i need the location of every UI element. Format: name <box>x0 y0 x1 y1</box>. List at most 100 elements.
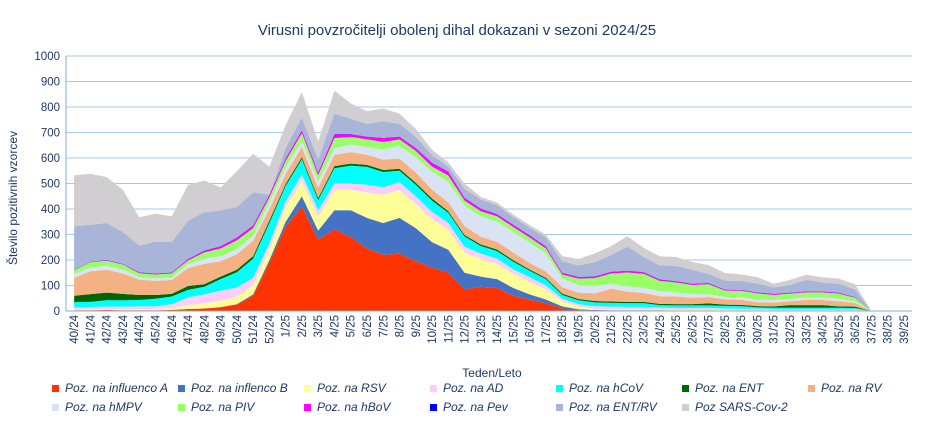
x-tick-label: 26/25 <box>687 315 699 344</box>
legend-swatch <box>178 384 185 392</box>
legend-item-11: Poz. na ENT/RV <box>556 400 682 414</box>
x-tick-label: 51/24 <box>248 314 260 343</box>
legend-item-2: Poz. na RSV <box>304 381 430 395</box>
x-tick-label: 39/25 <box>899 315 911 344</box>
x-tick-label: 24/25 <box>655 315 667 344</box>
y-tick-label: 400 <box>41 204 60 216</box>
x-tick-label: 46/24 <box>167 314 179 343</box>
x-tick-label: 42/24 <box>102 314 114 343</box>
x-tick-label: 7/25 <box>378 315 390 337</box>
y-axis-label: Število pozitivnih vzorcev <box>5 131 20 265</box>
legend-label: Poz. na hMPV <box>65 400 142 414</box>
x-tick-label: 27/25 <box>704 315 716 344</box>
legend-label: Poz. na PIV <box>191 400 255 414</box>
legend-swatch <box>178 403 185 411</box>
x-tick-label: 35/25 <box>834 315 846 344</box>
x-tick-label: 2/25 <box>297 315 309 337</box>
y-tick-label: 500 <box>41 179 60 191</box>
x-tick-label: 19/25 <box>573 315 585 344</box>
legend-swatch <box>304 403 311 411</box>
x-tick-label: 36/25 <box>850 315 862 344</box>
legend-label: Poz. na RSV <box>317 381 386 395</box>
x-tick-label: 44/24 <box>134 314 146 343</box>
y-tick-label: 100 <box>41 281 60 293</box>
chart-title: Virusni povzročitelji obolenj dihal doka… <box>258 22 656 39</box>
legend-swatch <box>430 403 437 411</box>
x-tick-label: 38/25 <box>883 315 895 344</box>
x-tick-label: 50/24 <box>232 314 244 343</box>
x-tick-label: 28/25 <box>720 315 732 344</box>
legend-label: Poz. na AD <box>443 381 504 395</box>
y-tick-label: 1000 <box>34 51 60 63</box>
legend-swatch <box>556 384 563 392</box>
area-series-8 <box>74 133 904 311</box>
legend-swatch <box>682 403 689 411</box>
area-series-11 <box>74 113 904 311</box>
area-series-4 <box>74 159 904 311</box>
legend-label: Poz. na hBoV <box>317 400 391 414</box>
y-tick-label: 0 <box>54 306 60 318</box>
x-tick-label: 20/25 <box>590 315 602 344</box>
legend-item-7: Poz. na hMPV <box>52 400 178 414</box>
x-tick-label: 48/24 <box>199 314 211 343</box>
legend-label: Poz. na RV <box>821 381 882 395</box>
legend-label: Poz. na Pev <box>443 400 508 414</box>
x-tick-label: 45/24 <box>150 314 162 343</box>
x-tick-label: 23/25 <box>639 315 651 344</box>
x-tick-label: 40/24 <box>69 314 81 343</box>
x-tick-label: 33/25 <box>801 315 813 344</box>
legend-item-5: Poz. na ENT <box>682 381 808 395</box>
legend-item-3: Poz. na AD <box>430 381 556 395</box>
legend-swatch <box>556 403 563 411</box>
x-tick-label: 41/24 <box>85 314 97 343</box>
y-tick-label: 700 <box>41 128 60 140</box>
x-tick-label: 21/25 <box>606 315 618 344</box>
x-tick-label: 25/25 <box>671 315 683 344</box>
legend-item-4: Poz. na hCoV <box>556 381 682 395</box>
axes <box>65 56 912 312</box>
legend-item-9: Poz. na hBoV <box>304 400 430 414</box>
legend-item-12: Poz SARS-Cov-2 <box>682 400 808 414</box>
area-series-0 <box>74 206 904 311</box>
x-tick-label: 4/25 <box>329 315 341 337</box>
legend-label: Poz. na ENT/RV <box>569 400 657 414</box>
x-tick-label: 47/24 <box>183 314 195 343</box>
area-series-5 <box>74 157 904 311</box>
legend-swatch <box>808 384 815 392</box>
legend-item-0: Poz. na influenco A <box>52 381 178 395</box>
x-tick-label: 11/25 <box>443 315 455 343</box>
legend-swatch <box>304 384 311 392</box>
legend-label: Poz. na influenco A <box>65 381 168 395</box>
x-tick-label: 18/25 <box>557 315 569 344</box>
x-tick-label: 1/25 <box>281 315 293 337</box>
x-tick-label: 29/25 <box>736 315 748 344</box>
legend-swatch <box>682 384 689 392</box>
x-tick-label: 13/25 <box>476 315 488 344</box>
y-tick-label: 300 <box>41 230 60 242</box>
y-tick-label: 800 <box>41 102 60 114</box>
x-tick-label: 49/24 <box>216 314 228 343</box>
legend-label: Poz. na inflenco B <box>191 381 288 395</box>
x-tick-label: 6/25 <box>362 315 374 337</box>
x-tick-label: 31/25 <box>769 315 781 344</box>
legend-label: Poz. na ENT <box>695 381 764 395</box>
x-tick-label: 17/25 <box>541 315 553 344</box>
x-tick-label: 30/25 <box>752 315 764 344</box>
x-tick-label: 9/25 <box>411 315 423 337</box>
x-tick-label: 34/25 <box>818 315 830 344</box>
x-tick-label: 8/25 <box>395 315 407 337</box>
x-tick-label: 14/25 <box>492 315 504 344</box>
legend-swatch <box>52 403 59 411</box>
legend-label: Poz. na hCoV <box>569 381 644 395</box>
x-tick-label: 5/25 <box>346 315 358 337</box>
x-axis-label: Teden/Leto <box>462 366 522 380</box>
x-tick-label: 37/25 <box>866 315 878 344</box>
x-tick-label: 12/25 <box>460 315 472 344</box>
x-tick-label: 52/24 <box>264 314 276 343</box>
legend-label: Poz SARS-Cov-2 <box>695 400 788 414</box>
x-tick-label: 3/25 <box>313 315 325 337</box>
x-tick-label: 15/25 <box>508 315 520 344</box>
legend-item-6: Poz. na RV <box>808 381 908 395</box>
area-series-12 <box>74 90 904 312</box>
